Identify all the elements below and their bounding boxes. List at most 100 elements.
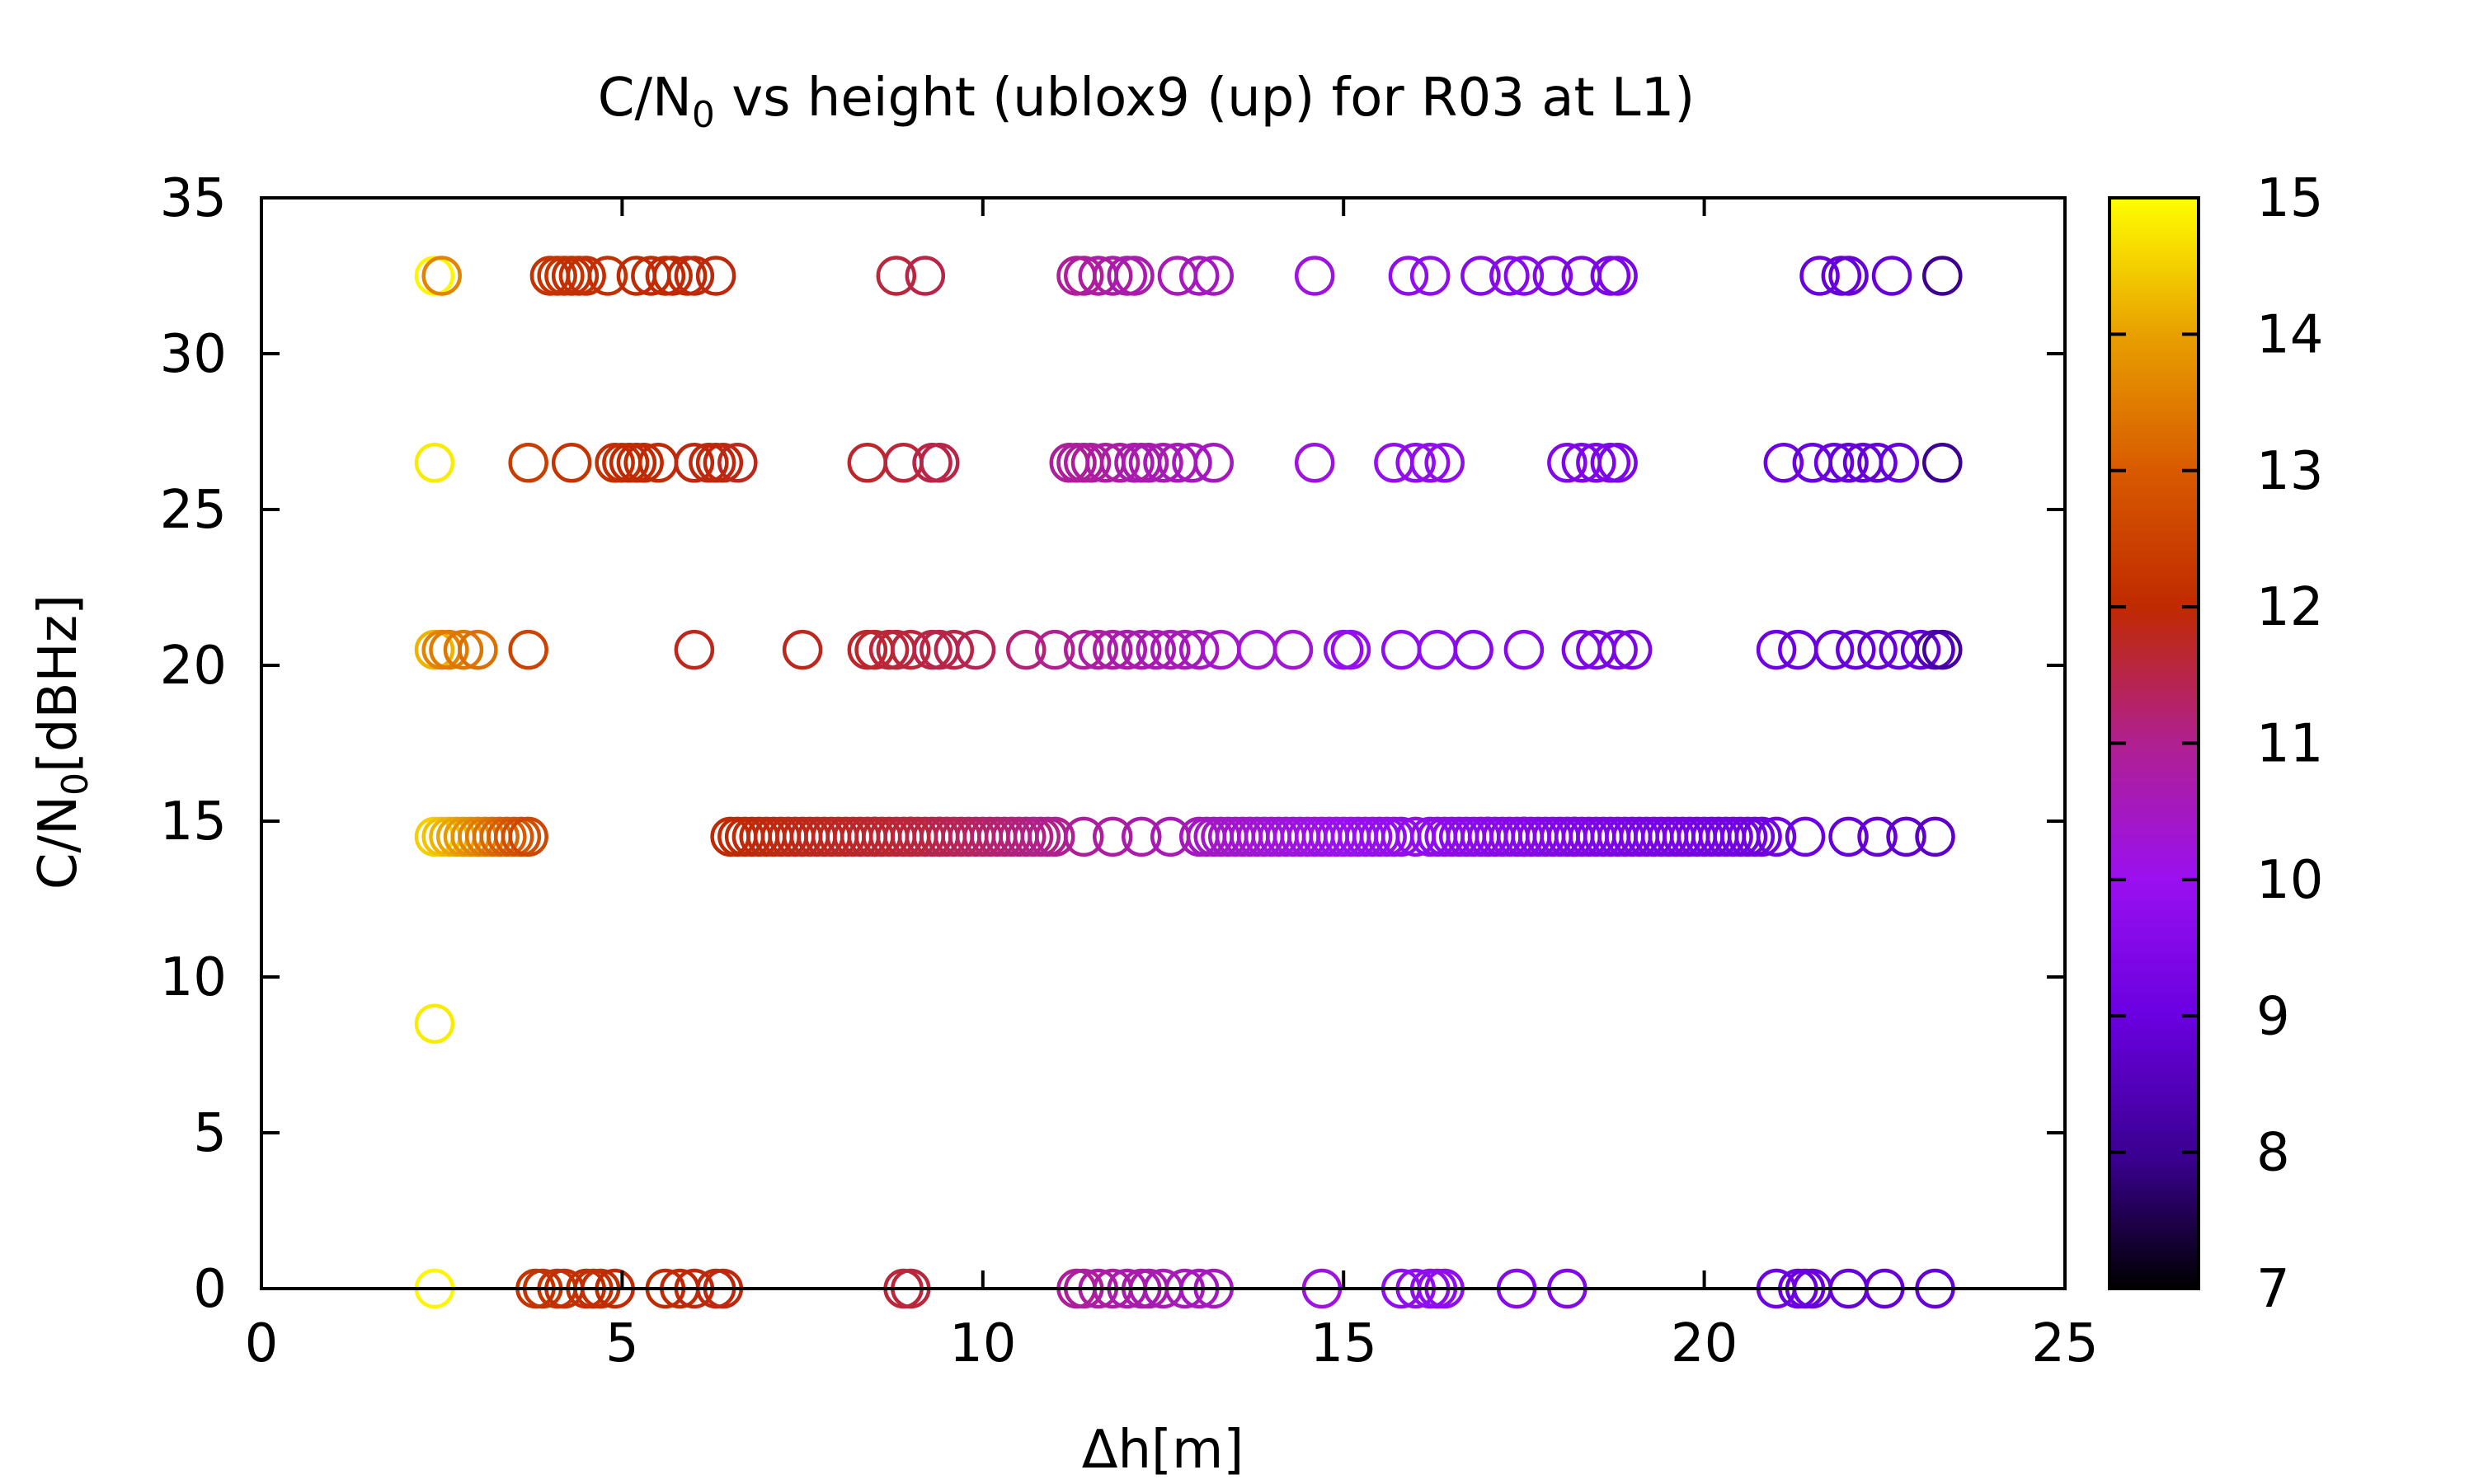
data-point: [1879, 629, 1920, 670]
data-point: [703, 443, 744, 483]
y-tick-label: 20: [160, 636, 227, 697]
x-tick-label: 25: [2031, 1313, 2098, 1374]
data-point: [587, 256, 628, 296]
plot-frame: [260, 196, 2067, 1290]
y-tick-label: 30: [160, 324, 227, 385]
data-point: [414, 1003, 455, 1044]
data-point: [674, 256, 715, 296]
x-tick-label: 5: [605, 1313, 639, 1374]
data-point: [1836, 629, 1876, 670]
data-point: [508, 629, 548, 670]
y-tick-label: 35: [160, 168, 227, 229]
data-point: [1114, 256, 1155, 296]
data-point: [508, 443, 548, 483]
x-tick-label: 0: [245, 1313, 279, 1374]
data-point: [623, 443, 664, 483]
series-cn0-14_5: [414, 816, 1955, 857]
colorbar-tick-label: 15: [2256, 168, 2323, 229]
data-point: [1503, 256, 1545, 296]
data-point: [1417, 629, 1458, 670]
data-point: [1395, 816, 1436, 857]
data-point: [566, 256, 606, 296]
data-point: [1236, 629, 1277, 670]
x-axis: 0 5 10 15 20 25: [245, 198, 2099, 1374]
data-point: [1093, 816, 1133, 857]
data-point: [1064, 816, 1104, 857]
data-point: [1070, 443, 1112, 483]
data-point: [1532, 256, 1573, 296]
data-point: [1107, 629, 1148, 670]
data-point: [1828, 256, 1869, 296]
data-point: [1597, 443, 1638, 483]
data-point: [429, 629, 469, 670]
colorbar-axis: 7 8 9 10 11 12 13 14 15: [2109, 168, 2323, 1320]
y-tick-label: 25: [160, 480, 227, 541]
y-axis-title: C/N0[dBHz]: [28, 594, 96, 890]
data-point: [652, 256, 693, 296]
data-point: [674, 629, 715, 670]
y-axis-title-subscript: 0: [54, 773, 96, 796]
data-point: [1093, 256, 1133, 296]
data-point: [1294, 443, 1335, 483]
data-point: [1503, 816, 1545, 857]
y-axis: 0 5 10 15 20 25 30 35: [160, 168, 2065, 1320]
data-point: [1915, 816, 1955, 857]
data-point: [421, 256, 462, 296]
data-point: [1424, 443, 1465, 483]
data-point: [1857, 629, 1898, 670]
x-tick-label: 10: [949, 1313, 1016, 1374]
colorbar-tick-label: 8: [2256, 1123, 2290, 1184]
data-point: [1122, 816, 1162, 857]
data-point: [883, 443, 924, 483]
data-point: [1035, 816, 1075, 857]
x-tick-label: 15: [1310, 1313, 1376, 1374]
data-point: [1143, 443, 1183, 483]
data-point: [1178, 629, 1220, 670]
data-point: [1409, 256, 1451, 296]
data-point: [847, 443, 888, 483]
data-point: [1813, 629, 1855, 670]
data-point: [1597, 629, 1638, 670]
data-point: [1409, 443, 1451, 483]
data-point: [1201, 629, 1241, 670]
data-point: [1813, 443, 1855, 483]
data-point: [1172, 443, 1212, 483]
data-point: [1857, 443, 1898, 483]
data-point: [1294, 256, 1335, 296]
data-point: [1792, 443, 1833, 483]
data-point: [1374, 443, 1414, 483]
data-point: [1503, 629, 1545, 670]
chart-title-subscript: 0: [692, 94, 715, 136]
data-point: [1193, 443, 1234, 483]
data-point: [1388, 256, 1429, 296]
series-cn0-8_5: [414, 1003, 455, 1044]
data-point: [1756, 629, 1797, 670]
data-point: [1871, 256, 1912, 296]
data-point: [1099, 443, 1141, 483]
data-point: [1272, 629, 1314, 670]
data-point: [508, 816, 548, 857]
data-point: [551, 443, 592, 483]
data-point: [920, 443, 960, 483]
data-point: [1547, 443, 1587, 483]
data-point: [1330, 629, 1371, 670]
data-point: [1857, 816, 1898, 857]
y-tick-label: 15: [160, 791, 227, 852]
data-point: [1078, 629, 1119, 670]
data-point: [905, 256, 946, 296]
data-point: [1611, 629, 1653, 670]
data-point: [1128, 443, 1169, 483]
data-point: [1150, 629, 1191, 670]
data-point: [1064, 256, 1104, 296]
data-point: [891, 629, 931, 670]
data-point: [1453, 629, 1493, 670]
data-point: [1785, 816, 1826, 857]
data-point: [1380, 629, 1422, 670]
series-cn0-32_5: [414, 256, 1963, 296]
data-point: [1900, 629, 1941, 670]
series-cn0-26_5: [414, 443, 1963, 483]
data-point: [1828, 443, 1869, 483]
data-point: [1460, 256, 1501, 296]
y-tick-label: 5: [193, 1103, 227, 1164]
